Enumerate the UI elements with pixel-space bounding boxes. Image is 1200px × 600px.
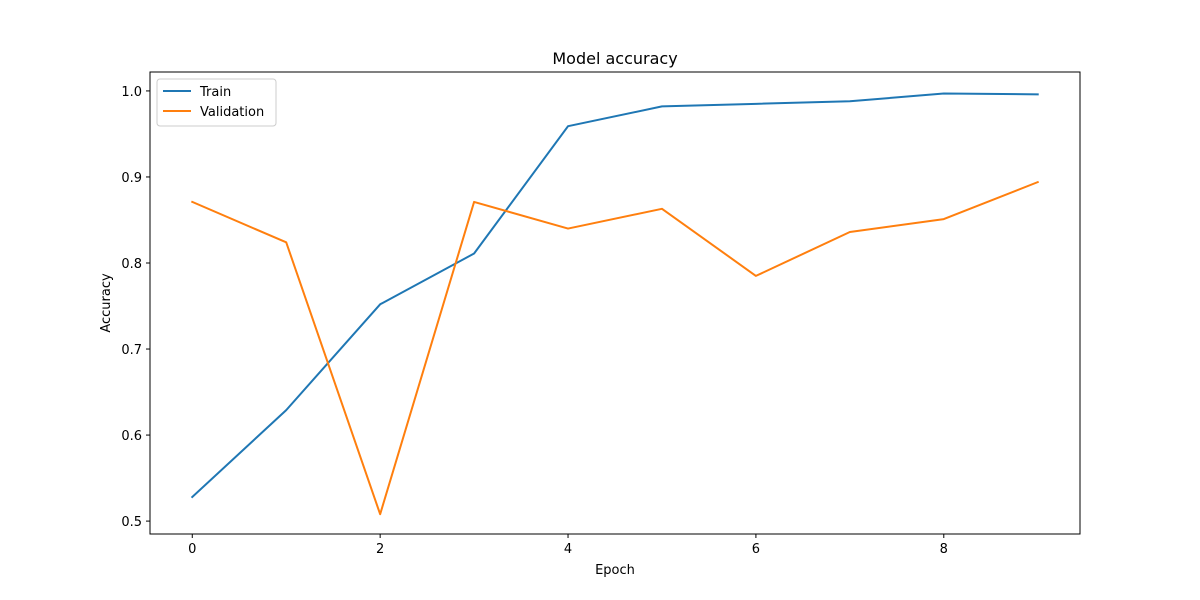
x-tick-label: 6 <box>752 542 760 557</box>
x-tick-label: 4 <box>564 542 572 557</box>
x-axis-label: Epoch <box>595 563 635 578</box>
y-tick-label: 0.9 <box>121 171 142 186</box>
series-lines <box>190 92 1040 516</box>
legend-label-train: Train <box>199 85 231 100</box>
y-tick-label: 0.6 <box>121 429 142 444</box>
legend: Train Validation <box>156 78 277 127</box>
y-tick-label: 1.0 <box>121 85 142 100</box>
chart-title: Model accuracy <box>552 49 677 68</box>
x-tick-label: 8 <box>940 542 948 557</box>
series-line-train <box>190 92 1039 499</box>
legend-label-validation: Validation <box>200 105 264 120</box>
plot-area <box>149 71 1081 535</box>
y-tick-label: 0.8 <box>121 257 142 272</box>
series-line-validation <box>190 180 1040 516</box>
y-tick-label: 0.7 <box>121 343 142 358</box>
x-tick-label: 0 <box>188 542 196 557</box>
y-axis-label: Accuracy <box>99 273 114 333</box>
axis-ticks: 0 2 4 6 8 0.5 0.6 0.7 0.8 0.9 1.0 <box>121 85 948 557</box>
x-tick-label: 2 <box>376 542 384 557</box>
y-tick-label: 0.5 <box>121 515 142 530</box>
